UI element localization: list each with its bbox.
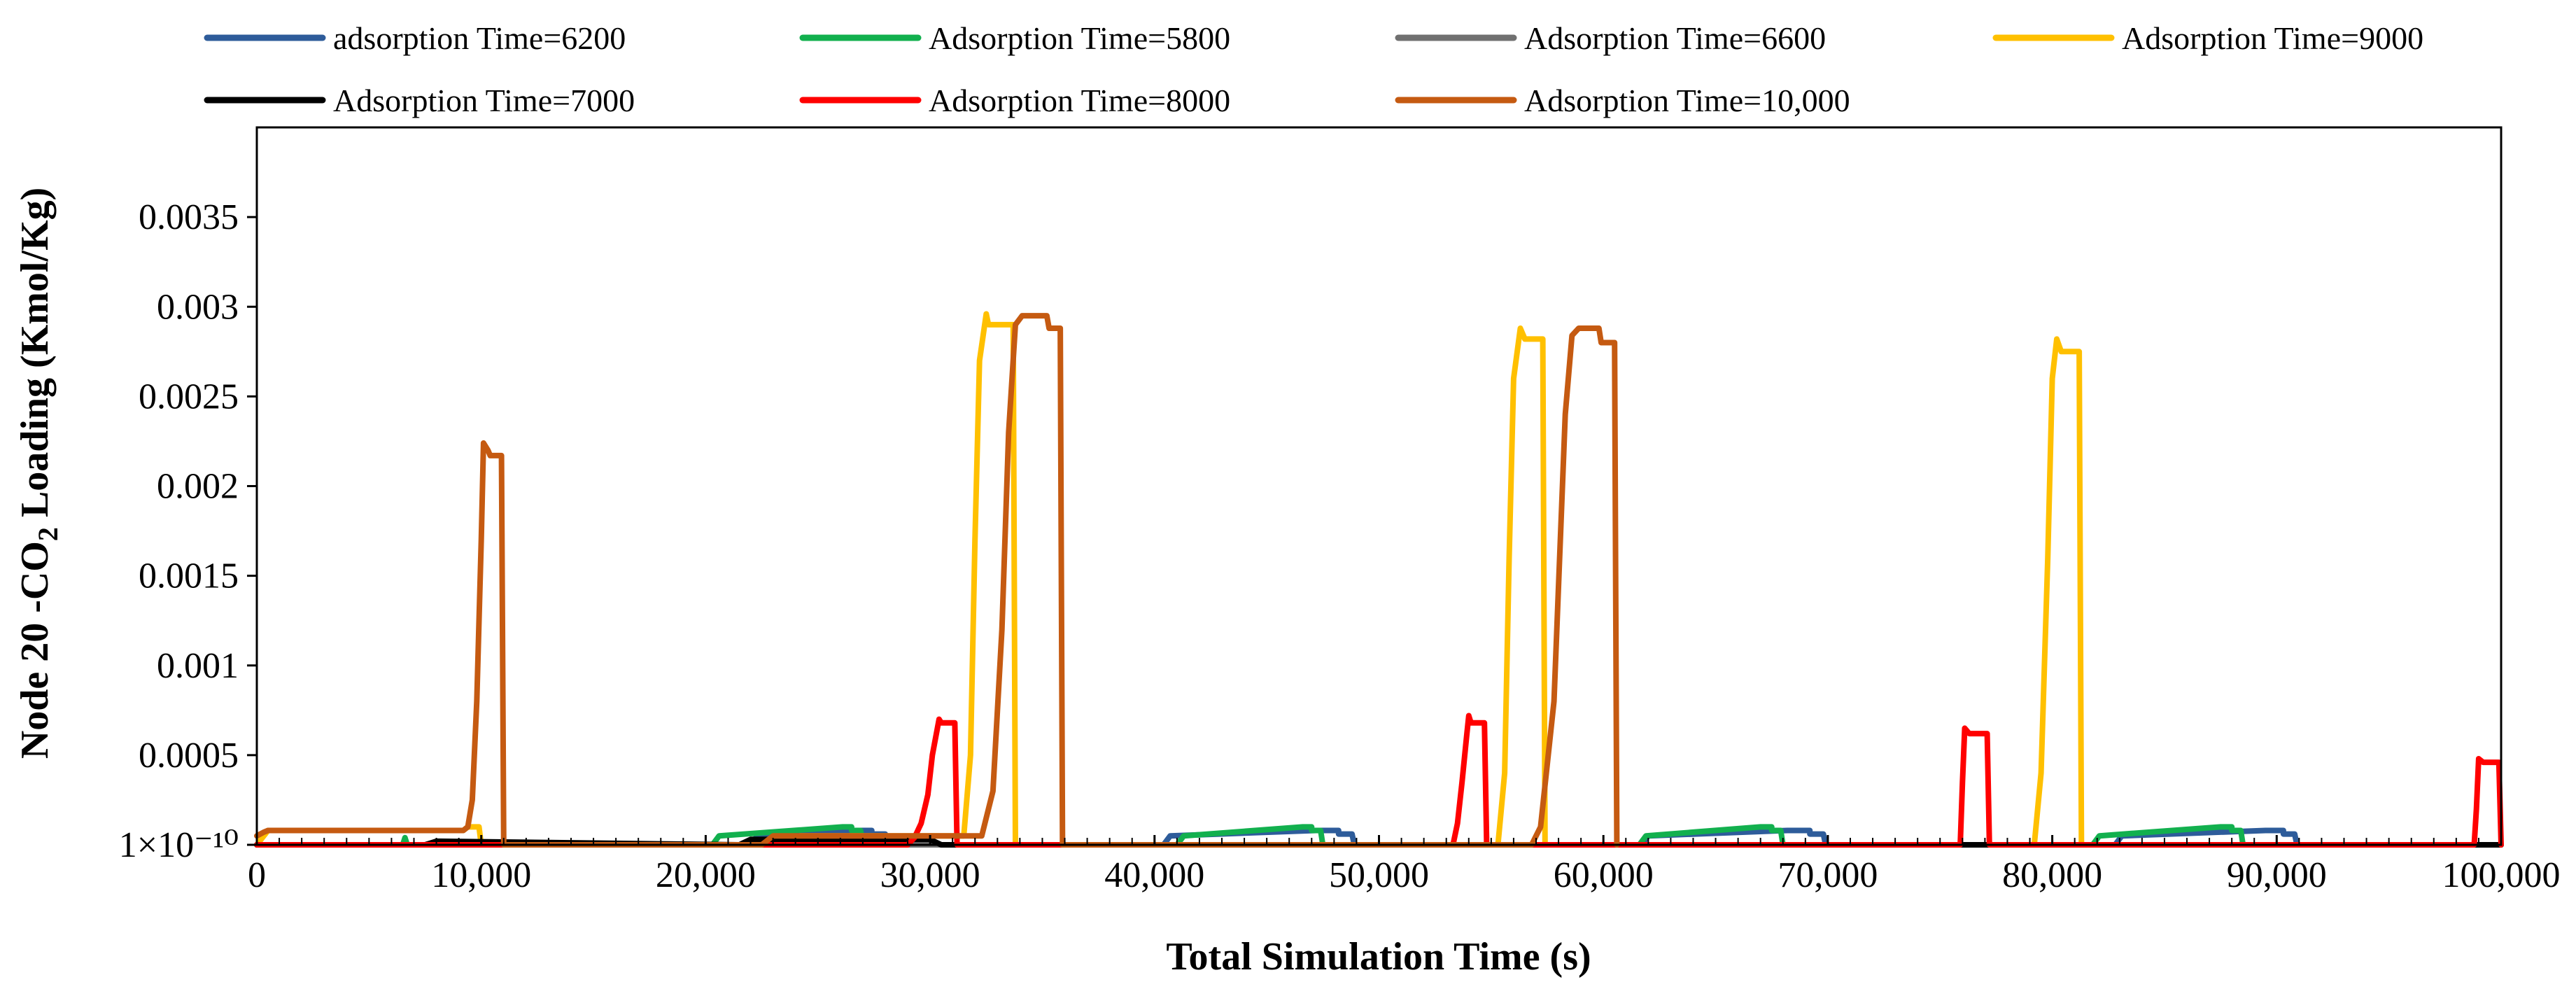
x-tick-label: 90,000 <box>2227 855 2327 895</box>
x-axis-title: Total Simulation Time (s) <box>1166 935 1591 979</box>
legend-label-3: Adsorption Time=9000 <box>2122 20 2423 56</box>
legend-label-6: Adsorption Time=10,000 <box>1524 83 1850 118</box>
x-tick-label: 20,000 <box>656 855 756 895</box>
y-tick-label: 0.001 <box>157 646 239 686</box>
legend-label-4: Adsorption Time=7000 <box>333 83 635 118</box>
x-tick-label: 100,000 <box>2442 855 2561 895</box>
y-axis-title-prefix: Node 20 -CO <box>13 541 57 759</box>
x-tick-label: 70,000 <box>1778 855 1878 895</box>
y-tick-label: 0.0015 <box>139 556 239 596</box>
y-tick-label: 0.0025 <box>139 377 239 416</box>
x-tick-label: 80,000 <box>2002 855 2102 895</box>
y-tick-label: 0.003 <box>157 287 239 327</box>
x-axis-ticks: 0 10,000 20,000 30,000 40,000 50,000 60,000 70,… <box>248 835 2561 895</box>
y-axis-title-suffix: Loading (Kmol/Kg) <box>13 188 57 527</box>
y-axis-title: Node 20 -CO2 Loading (Kmol/Kg) <box>13 188 64 759</box>
legend-label-2: Adsorption Time=6600 <box>1524 20 1826 56</box>
x-tick-label: 0 <box>248 855 266 895</box>
series-line-1 <box>254 824 2504 848</box>
y-tick-label: 1×10⁻¹⁰ <box>119 825 239 865</box>
y-tick-label: 0.002 <box>157 467 239 507</box>
x-tick-label: 10,000 <box>431 855 531 895</box>
y-axis-title-subscript: 2 <box>32 527 64 541</box>
y-tick-label: 0.0035 <box>139 197 239 237</box>
series-line-6 <box>254 313 1620 848</box>
x-tick-label: 40,000 <box>1104 855 1204 895</box>
x-tick-label: 30,000 <box>880 855 980 895</box>
y-tick-label: 0.0005 <box>139 736 239 776</box>
legend-label-1: Adsorption Time=5800 <box>929 20 1230 56</box>
x-tick-label: 60,000 <box>1554 855 1654 895</box>
x-tick-label: 50,000 <box>1329 855 1429 895</box>
legend: adsorption Time=6200 Adsorption Time=5800… <box>204 20 2423 118</box>
y-axis-ticks: 1×10⁻¹⁰ 0.0005 0.001 0.0015 0.002 0.0025 0.003… <box>119 197 257 865</box>
legend-label-5: Adsorption Time=8000 <box>929 83 1230 118</box>
legend-label-0: adsorption Time=6200 <box>333 20 626 56</box>
